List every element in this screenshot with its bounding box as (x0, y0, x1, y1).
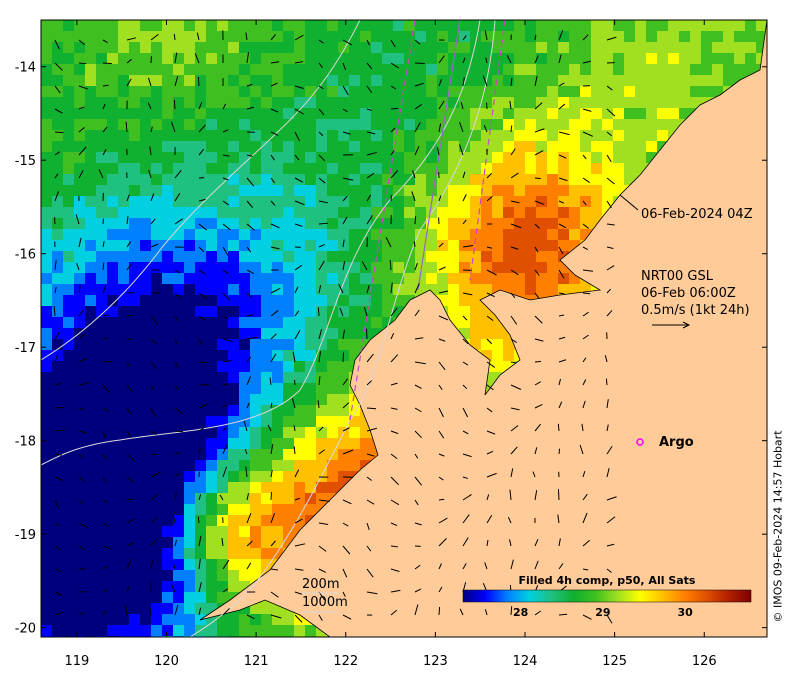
x-tick-label: 124 (513, 654, 538, 669)
isobath-1000-label: 1000m (302, 594, 348, 611)
y-tick-label: -19 (15, 528, 36, 543)
current-model-label: NRT00 GSL (641, 268, 713, 285)
credit-text: © IMOS 09-Feb-2024 14:57 Hobart (772, 377, 785, 677)
track-time-label: 06-Feb-2024 04Z (641, 206, 753, 223)
y-tick-label: -14 (15, 61, 36, 76)
y-tick-label: -20 (15, 622, 36, 637)
y-tick-label: -17 (15, 341, 36, 356)
current-scale-label: 0.5m/s (1kt 24h) (641, 302, 750, 319)
x-tick-label: 123 (423, 654, 448, 669)
x-tick-label: 125 (602, 654, 627, 669)
colorbar (463, 590, 751, 602)
x-tick-label: 119 (64, 654, 89, 669)
current-time-label: 06-Feb 06:00Z (641, 285, 736, 302)
y-tick-label: -15 (15, 154, 36, 169)
colorbar-tick-label: 29 (595, 606, 610, 619)
argo-label: Argo (659, 434, 694, 451)
y-tick-label: -18 (15, 435, 36, 450)
y-tick-label: -16 (15, 248, 36, 263)
colorbar-tick-label: 30 (678, 606, 693, 619)
x-tick-label: 121 (244, 654, 269, 669)
x-tick-label: 122 (333, 654, 358, 669)
colorbar-title: Filled 4h comp, p50, All Sats (463, 574, 751, 587)
isobath-200-label: 200m (302, 576, 339, 593)
x-tick-label: 126 (692, 654, 717, 669)
x-tick-label: 120 (154, 654, 179, 669)
colorbar-tick-label: 28 (513, 606, 528, 619)
